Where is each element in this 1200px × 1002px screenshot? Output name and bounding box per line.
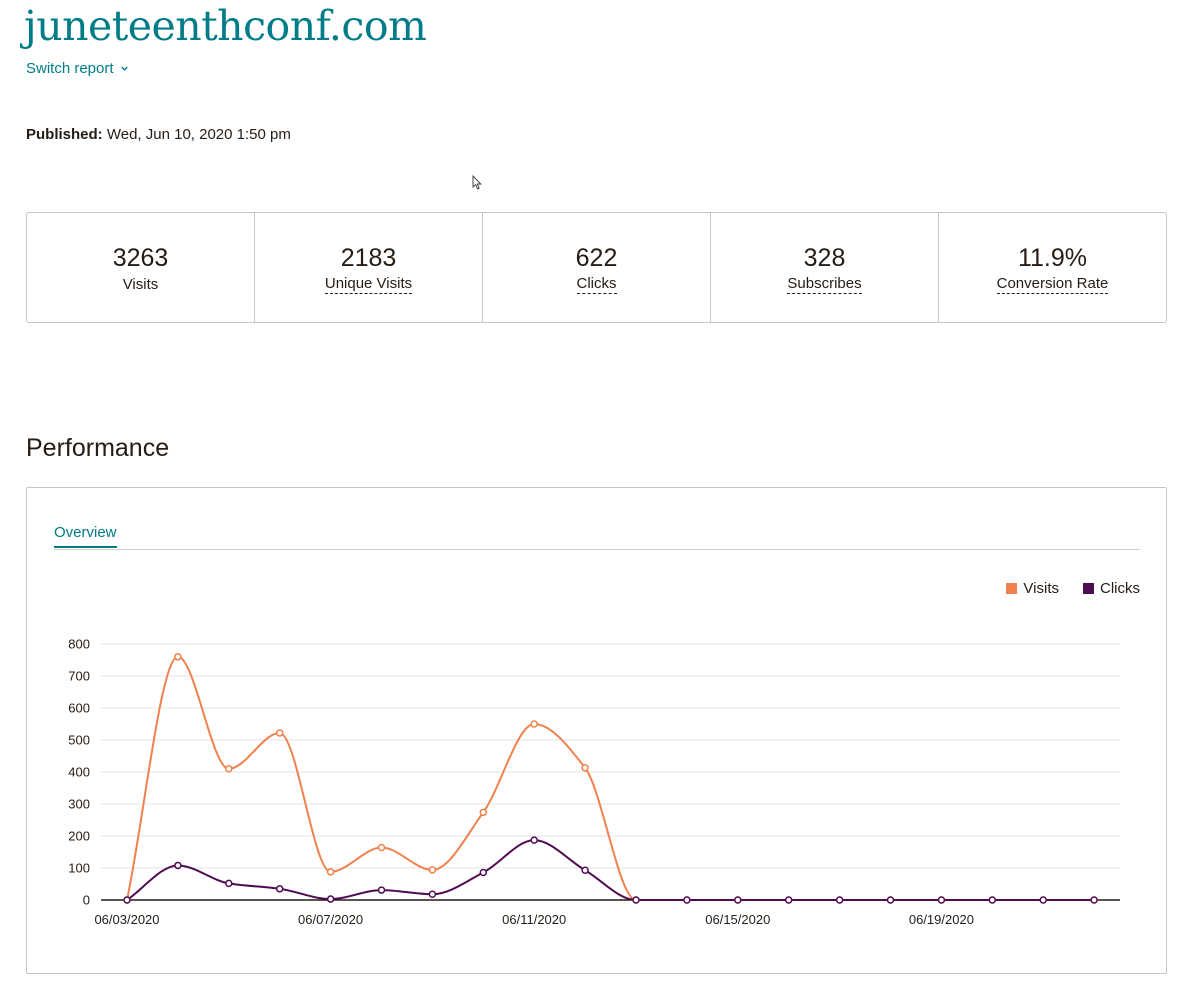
data-point-visits <box>479 808 488 817</box>
data-point-visits <box>377 843 386 852</box>
y-tick-label: 800 <box>68 637 90 652</box>
stat-value: 3263 <box>112 244 169 272</box>
data-point-clicks <box>123 896 131 904</box>
data-point-clicks <box>326 895 335 903</box>
legend-swatch-clicks <box>1083 583 1094 594</box>
data-point-visits <box>275 729 284 737</box>
stat-label-tooltip[interactable]: Clicks <box>576 275 617 294</box>
data-point-clicks <box>1090 896 1098 904</box>
legend-swatch-visits <box>1006 583 1018 594</box>
data-point-visits <box>530 720 538 728</box>
performance-tabs: Overview <box>54 522 1140 550</box>
data-point-clicks <box>275 885 284 893</box>
stat-value: 622 <box>575 244 618 272</box>
performance-title: Performance <box>26 434 170 462</box>
tab-overview[interactable]: Overview <box>54 524 117 548</box>
data-point-clicks <box>835 896 844 904</box>
stat-clicks: 622 Clicks <box>483 213 711 322</box>
data-point-clicks <box>428 890 437 898</box>
chart-legend: Visits Clicks <box>1006 580 1140 597</box>
stat-subscribes: 328 Subscribes <box>711 213 939 322</box>
legend-item-clicks[interactable]: Clicks <box>1083 580 1140 597</box>
stat-value: 11.9% <box>1017 244 1088 272</box>
series-line-visits <box>126 655 1095 901</box>
stat-visits: 3263 Visits <box>27 213 255 322</box>
data-point-clicks <box>632 896 640 904</box>
data-point-clicks <box>479 868 488 877</box>
x-tick-label: 06/15/2020 <box>705 912 770 927</box>
legend-label: Visits <box>1023 580 1059 597</box>
stats-summary: 3263 Visits 2183 Unique Visits 622 Click… <box>26 212 1167 323</box>
stat-label: Visits <box>122 276 159 293</box>
performance-line-chart: 0 100 200 300 400 500 600 700 800 06/03/2020 06/07… <box>68 637 1120 927</box>
data-point-visits <box>581 764 589 772</box>
data-point-clicks <box>581 866 589 874</box>
stat-unique-visits: 2183 Unique Visits <box>255 213 483 322</box>
data-point-visits <box>326 868 335 876</box>
stat-label-tooltip[interactable]: Subscribes <box>787 275 862 294</box>
data-point-clicks <box>530 836 538 844</box>
mouse-cursor-icon <box>472 175 482 190</box>
published-label: Published: <box>26 126 103 143</box>
switch-report-label: Switch report <box>26 60 114 77</box>
x-tick-label: 06/07/2020 <box>298 912 363 927</box>
data-point-clicks <box>988 896 997 904</box>
series-line-clicks <box>126 839 1095 901</box>
stat-conversion-rate: 11.9% Conversion Rate <box>939 213 1166 322</box>
y-tick-label: 700 <box>68 669 90 684</box>
data-point-clicks <box>734 896 742 904</box>
data-point-clicks <box>784 896 793 904</box>
data-point-clicks <box>937 896 946 904</box>
site-title: juneteenthconf.com <box>24 2 427 50</box>
data-point-clicks <box>683 896 691 904</box>
y-tick-label: 100 <box>68 861 90 876</box>
data-point-clicks <box>174 861 182 870</box>
x-tick-label: 06/11/2020 <box>502 912 566 927</box>
data-point-visits <box>225 765 233 773</box>
legend-item-visits[interactable]: Visits <box>1006 580 1059 597</box>
data-point-visits <box>428 866 437 874</box>
data-point-clicks <box>377 886 386 894</box>
y-tick-label: 300 <box>68 797 90 812</box>
y-tick-label: 400 <box>68 765 90 780</box>
published-date: Wed, Jun 10, 2020 1:50 pm <box>106 126 291 143</box>
y-tick-label: 200 <box>68 829 90 844</box>
data-point-clicks <box>1039 896 1047 904</box>
x-tick-label: 06/19/2020 <box>909 912 974 927</box>
stat-value: 2183 <box>340 244 397 272</box>
data-point-clicks <box>886 896 895 904</box>
y-tick-label: 500 <box>68 733 90 748</box>
switch-report-button[interactable]: Switch report <box>26 60 129 77</box>
legend-label: Clicks <box>1100 580 1140 597</box>
y-tick-label: 600 <box>68 701 90 716</box>
chevron-down-icon <box>120 66 128 71</box>
stat-label-tooltip[interactable]: Conversion Rate <box>996 275 1109 294</box>
x-tick-label: 06/03/2020 <box>94 912 159 927</box>
stat-label-tooltip[interactable]: Unique Visits <box>324 275 413 294</box>
performance-card: Overview Visits Clicks 0 100 200 300 400 500 6… <box>26 487 1167 974</box>
data-point-clicks <box>225 879 233 888</box>
y-tick-label: 0 <box>83 893 90 908</box>
published-info: Published: Wed, Jun 10, 2020 1:50 pm <box>26 126 291 143</box>
stat-value: 328 <box>803 244 846 272</box>
data-point-visits <box>174 653 182 661</box>
